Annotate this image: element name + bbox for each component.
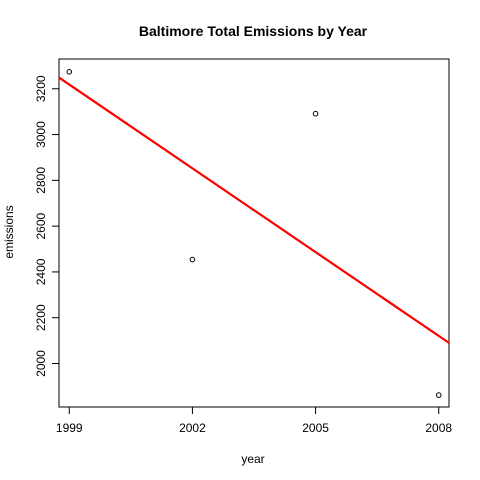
x-axis-label: year (241, 452, 264, 466)
data-point (66, 69, 73, 75)
y-tick-label: 2200 (34, 304, 48, 331)
y-tick-label: 3000 (34, 121, 48, 148)
y-axis-label: emissions (2, 205, 16, 258)
trend-line (58, 76, 450, 344)
trend-line-group (58, 76, 450, 344)
x-axis: 1999 2002 2005 2008 (56, 406, 452, 435)
data-point (312, 110, 319, 117)
data-point (189, 256, 196, 263)
x-tick-label: 2008 (425, 421, 452, 435)
x-tick-label: 2005 (302, 421, 329, 435)
y-tick-label: 3200 (34, 75, 48, 102)
y-axis: 2000 2200 2400 2600 2800 3000 3200 (34, 75, 60, 377)
chart-title: Baltimore Total Emissions by Year (139, 23, 368, 39)
x-tick-label: 1999 (56, 421, 83, 435)
y-tick-label: 2800 (34, 167, 48, 194)
data-point (435, 392, 442, 398)
y-tick-label: 2000 (34, 350, 48, 377)
data-points (66, 69, 442, 398)
plot-frame (58, 58, 450, 408)
y-tick-label: 2600 (34, 212, 48, 239)
y-tick-label: 2400 (34, 258, 48, 285)
x-tick-label: 2002 (179, 421, 206, 435)
